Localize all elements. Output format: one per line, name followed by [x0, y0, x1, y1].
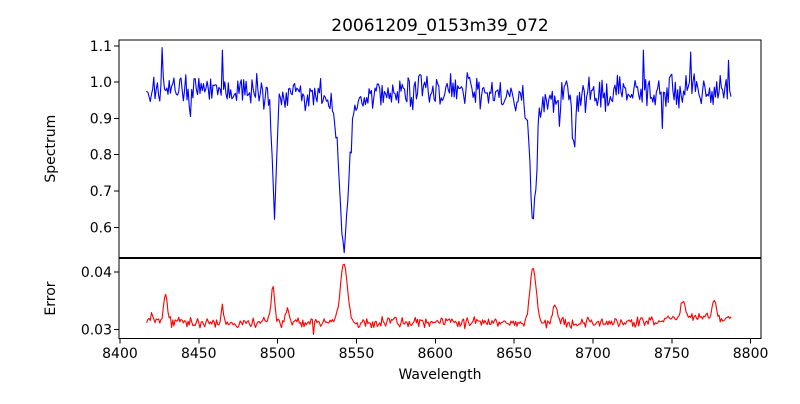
spectrum-y-tick-label: 0.8: [90, 148, 112, 164]
x-tick-label: 8450: [181, 346, 217, 362]
x-tick-label: 8750: [654, 346, 690, 362]
x-tick-label: 8800: [733, 346, 769, 362]
error-data-line: [146, 263, 732, 336]
error-y-axis-label: Error: [43, 281, 59, 315]
error-y-tick-label: 0.03: [81, 322, 112, 338]
spectrum-data-line: [146, 47, 732, 254]
x-tick-label: 8700: [575, 346, 611, 362]
x-tick-label: 8500: [260, 346, 296, 362]
spectrum-y-tick-label: 1.0: [90, 75, 112, 91]
spectrum-panel-frame: [118, 39, 762, 258]
error-panel-frame: [118, 258, 762, 339]
error-y-tick-label: 0.04: [81, 265, 112, 281]
spectrum-y-tick-label: 1.1: [90, 39, 112, 55]
spectrum-y-tick-label: 0.6: [90, 220, 112, 236]
x-axis-label: Wavelength: [398, 367, 481, 383]
axes-layer: 0.6 0.7 0.8 0.9 1.0 1.1 0.03 0.04 8400 8450 8500 85…: [81, 39, 769, 362]
x-tick-label: 8650: [496, 346, 532, 362]
x-tick-label: 8550: [339, 346, 375, 362]
plot-data-layer: [146, 47, 732, 336]
chart-title: 20061209_0153m39_072: [331, 16, 548, 36]
spectrum-y-tick-label: 0.7: [90, 184, 112, 200]
spectrum-y-axis-label: Spectrum: [43, 115, 59, 183]
spectrum-y-tick-label: 0.9: [90, 111, 112, 127]
x-tick-label: 8400: [102, 346, 138, 362]
x-tick-label: 8600: [417, 346, 453, 362]
